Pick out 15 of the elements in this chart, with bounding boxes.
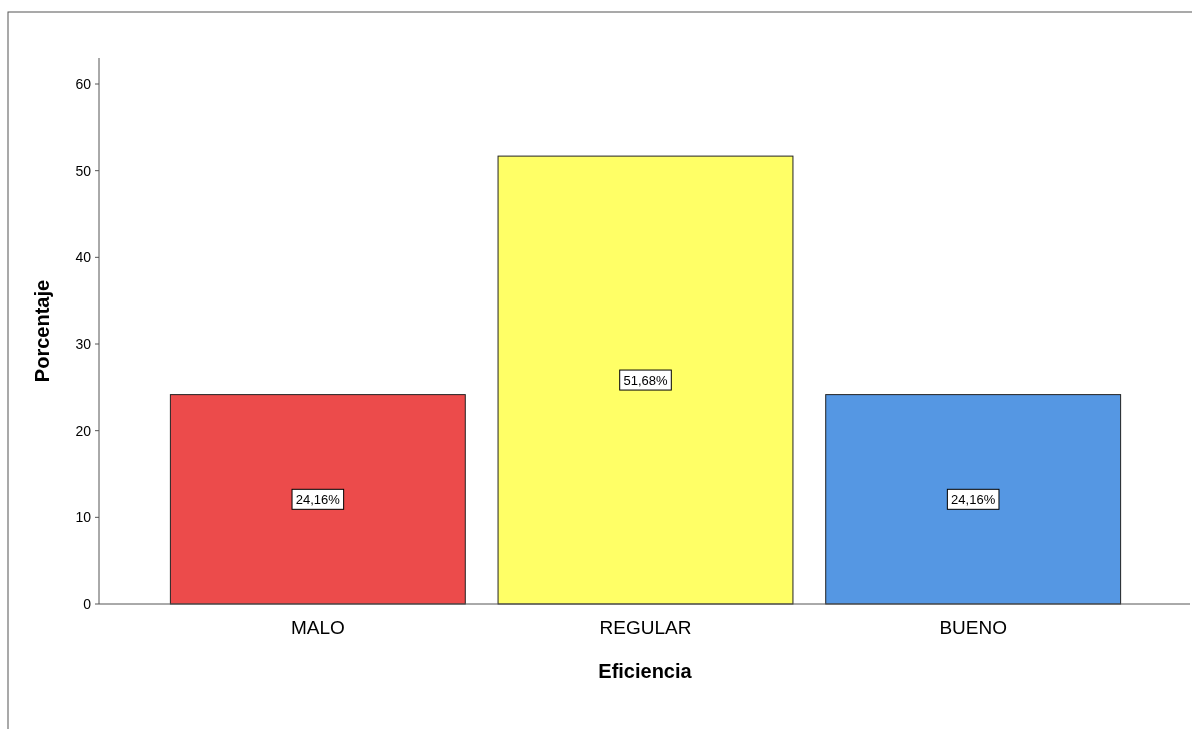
- y-axis-title: Porcentaje: [31, 279, 53, 383]
- x-tick-label: REGULAR: [599, 617, 692, 638]
- y-tick-label: 0: [83, 596, 92, 612]
- x-tick-label: BUENO: [939, 617, 1007, 638]
- y-tick-label: 20: [75, 422, 92, 439]
- x-axis-title: Eficiencia: [598, 660, 693, 682]
- y-tick-label: 10: [75, 509, 92, 526]
- y-tick-label: 60: [75, 76, 92, 92]
- x-tick-label: MALO: [290, 617, 345, 638]
- y-tick-label: 40: [75, 249, 92, 266]
- data-label: 24,16%: [295, 492, 341, 508]
- data-label: 51,68%: [623, 373, 668, 389]
- y-tick-label: 30: [75, 336, 92, 352]
- data-label: 24,16%: [951, 492, 996, 508]
- y-tick-label: 50: [75, 162, 92, 179]
